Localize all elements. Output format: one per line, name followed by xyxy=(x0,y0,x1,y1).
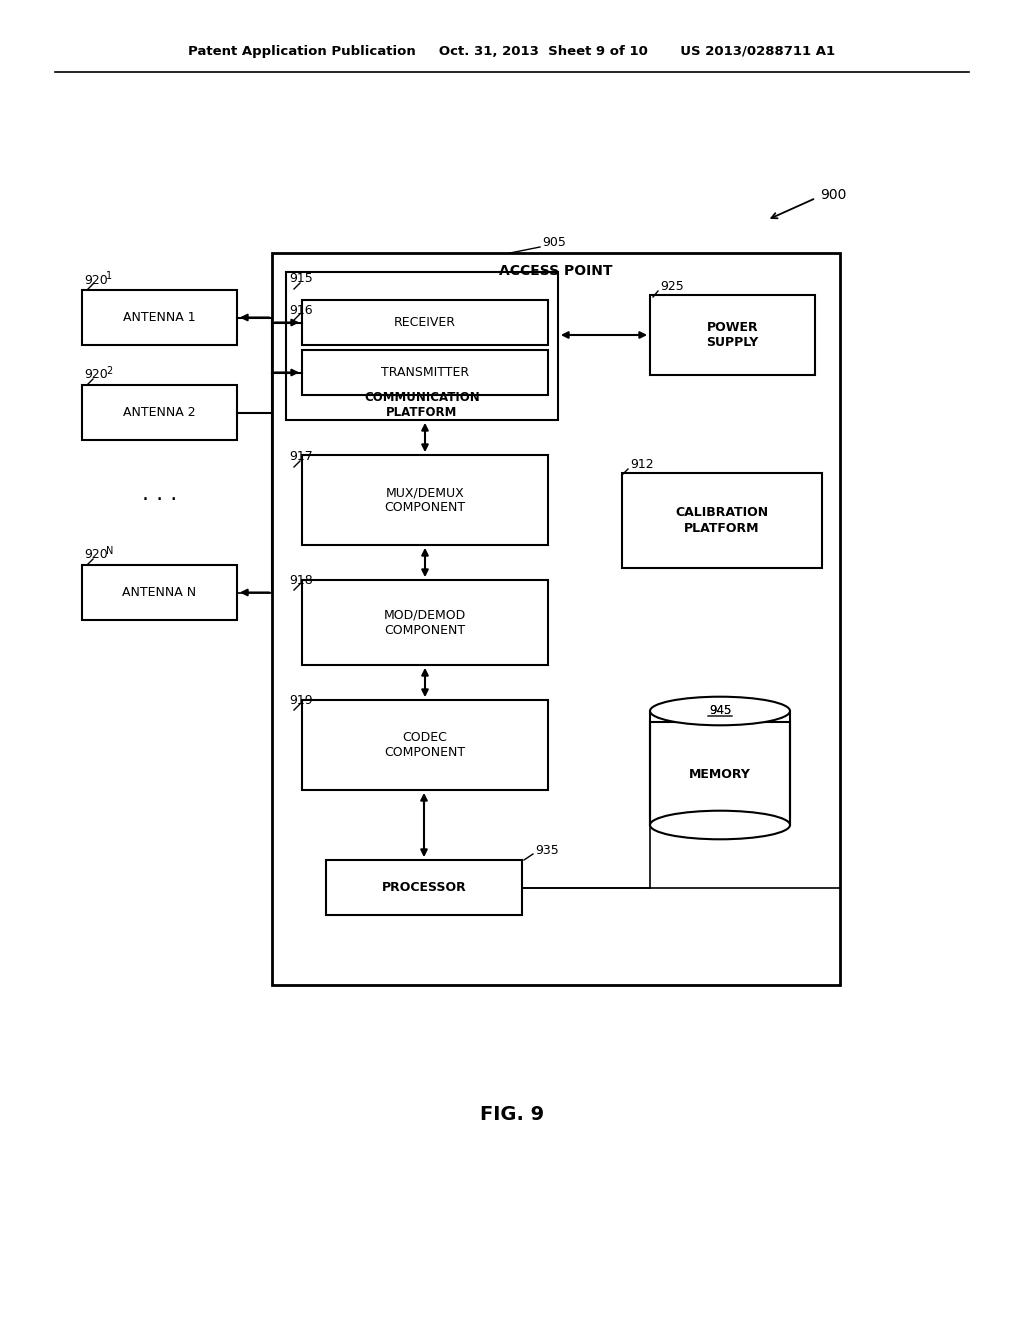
Bar xyxy=(302,579,548,665)
Text: POWER
SUPPLY: POWER SUPPLY xyxy=(707,321,759,348)
Ellipse shape xyxy=(650,810,790,840)
Bar xyxy=(650,294,815,375)
Text: 917: 917 xyxy=(289,450,312,463)
Text: MOD/DEMOD
COMPONENT: MOD/DEMOD COMPONENT xyxy=(384,609,466,636)
Text: ANTENNA N: ANTENNA N xyxy=(123,586,197,599)
Text: 920: 920 xyxy=(84,273,108,286)
Text: 900: 900 xyxy=(820,187,847,202)
Text: 945: 945 xyxy=(709,705,731,718)
Text: N: N xyxy=(106,546,114,556)
Text: · · ·: · · · xyxy=(142,490,177,510)
Bar xyxy=(302,350,548,395)
Bar xyxy=(82,565,237,620)
Text: ANTENNA 1: ANTENNA 1 xyxy=(123,312,196,323)
Text: 945: 945 xyxy=(709,705,731,718)
Text: 2: 2 xyxy=(106,366,113,376)
Text: 1: 1 xyxy=(106,271,112,281)
Text: CODEC
COMPONENT: CODEC COMPONENT xyxy=(384,731,466,759)
Text: MEMORY: MEMORY xyxy=(689,768,751,781)
Text: Patent Application Publication     Oct. 31, 2013  Sheet 9 of 10       US 2013/02: Patent Application Publication Oct. 31, … xyxy=(188,45,836,58)
Bar xyxy=(286,272,558,420)
Bar xyxy=(302,455,548,545)
Text: PROCESSOR: PROCESSOR xyxy=(382,880,466,894)
Text: 915: 915 xyxy=(289,272,312,285)
Bar xyxy=(326,861,522,915)
Text: 905: 905 xyxy=(542,236,566,249)
Bar xyxy=(82,290,237,345)
Bar xyxy=(302,700,548,789)
Text: 918: 918 xyxy=(289,573,312,586)
Text: 920: 920 xyxy=(84,549,108,561)
Text: 925: 925 xyxy=(660,281,684,293)
Text: 919: 919 xyxy=(289,693,312,706)
Text: 935: 935 xyxy=(535,843,559,857)
Text: 916: 916 xyxy=(289,304,312,317)
Text: CALIBRATION
PLATFORM: CALIBRATION PLATFORM xyxy=(676,507,769,535)
Bar xyxy=(650,722,790,825)
Text: MUX/DEMUX
COMPONENT: MUX/DEMUX COMPONENT xyxy=(384,486,466,513)
Bar xyxy=(82,385,237,440)
Text: FIG. 9: FIG. 9 xyxy=(480,1106,544,1125)
Text: ACCESS POINT: ACCESS POINT xyxy=(500,264,612,279)
Text: 920: 920 xyxy=(84,368,108,381)
Text: 912: 912 xyxy=(630,458,653,471)
Text: COMMUNICATION
PLATFORM: COMMUNICATION PLATFORM xyxy=(365,391,480,418)
Ellipse shape xyxy=(650,697,790,725)
Bar xyxy=(302,300,548,345)
Text: TRANSMITTER: TRANSMITTER xyxy=(381,366,469,379)
Text: ANTENNA 2: ANTENNA 2 xyxy=(123,407,196,418)
Text: RECEIVER: RECEIVER xyxy=(394,315,456,329)
Bar xyxy=(272,253,840,985)
Bar xyxy=(622,473,822,568)
